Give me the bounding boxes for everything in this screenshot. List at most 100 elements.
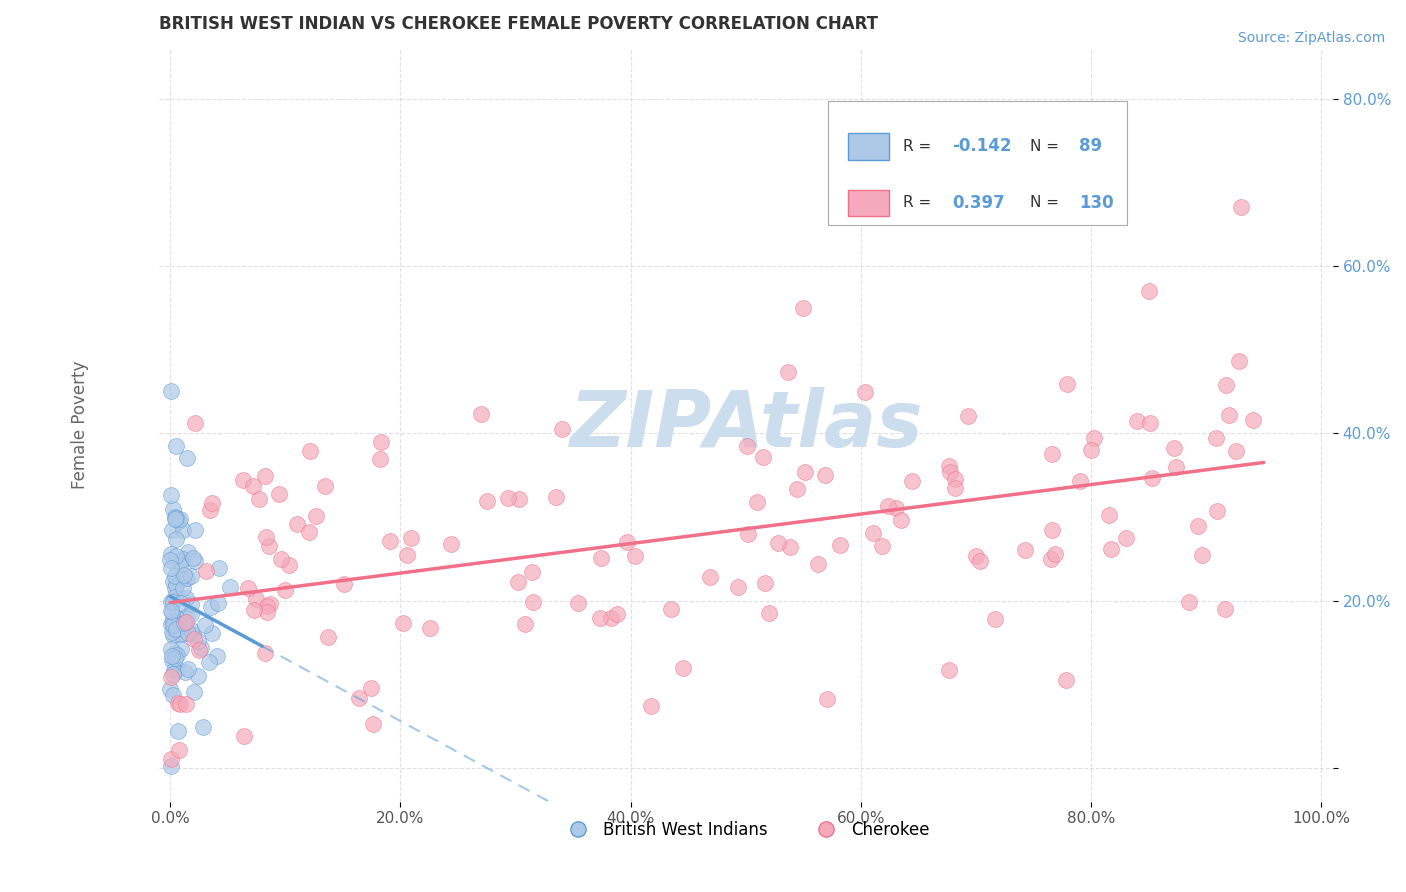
Point — [162, 574, 184, 588]
Point — [165, 439, 187, 453]
FancyBboxPatch shape — [828, 101, 1128, 226]
Point — [256, 530, 278, 544]
Text: 130: 130 — [1080, 194, 1114, 211]
Point — [163, 663, 186, 677]
Text: ZIPAtlas: ZIPAtlas — [569, 387, 922, 463]
Point — [159, 752, 181, 766]
Point — [219, 580, 242, 594]
Point — [396, 548, 419, 562]
Point — [172, 617, 194, 632]
Point — [939, 465, 962, 479]
Point — [162, 613, 184, 627]
Point — [270, 551, 292, 566]
Text: BRITISH WEST INDIAN VS CHEROKEE FEMALE POVERTY CORRELATION CHART: BRITISH WEST INDIAN VS CHEROKEE FEMALE P… — [159, 15, 877, 33]
Point — [167, 724, 190, 739]
Point — [793, 465, 815, 479]
Point — [165, 591, 187, 605]
Point — [236, 582, 259, 596]
Point — [256, 599, 278, 613]
Point — [544, 490, 567, 504]
Point — [758, 606, 780, 620]
Point — [616, 534, 638, 549]
Point — [162, 594, 184, 608]
Point — [174, 591, 197, 605]
Point — [349, 691, 371, 706]
Point — [1040, 447, 1063, 461]
Point — [1229, 201, 1251, 215]
Point — [1115, 531, 1137, 545]
Point — [1205, 431, 1227, 445]
Point — [368, 451, 391, 466]
Point — [162, 595, 184, 609]
Point — [165, 512, 187, 526]
Point — [969, 554, 991, 568]
Text: R =: R = — [903, 139, 936, 153]
Point — [392, 616, 415, 631]
Point — [776, 365, 799, 379]
Point — [1206, 504, 1229, 518]
Point — [187, 634, 209, 648]
Point — [172, 581, 194, 595]
Point — [1040, 523, 1063, 537]
Point — [786, 482, 808, 496]
Point — [1054, 673, 1077, 688]
Point — [184, 416, 207, 430]
Point — [957, 409, 980, 423]
Point — [201, 496, 224, 510]
Point — [259, 597, 281, 611]
Point — [314, 479, 336, 493]
Point — [815, 692, 838, 706]
Point — [513, 617, 536, 632]
Point — [160, 488, 183, 502]
Point — [160, 649, 183, 664]
Point — [1164, 460, 1187, 475]
Point — [172, 571, 194, 585]
Point — [1241, 413, 1264, 427]
Point — [727, 580, 749, 594]
Point — [498, 491, 520, 506]
Point — [181, 551, 204, 566]
Point — [900, 474, 922, 488]
Y-axis label: Female Poverty: Female Poverty — [72, 361, 89, 489]
Point — [166, 662, 188, 676]
Text: R =: R = — [903, 195, 936, 211]
Point — [640, 699, 662, 714]
Point — [163, 510, 186, 524]
Point — [160, 604, 183, 618]
Point — [172, 523, 194, 537]
Point — [160, 759, 183, 773]
Point — [1098, 508, 1121, 522]
Point — [170, 596, 193, 610]
Point — [200, 599, 222, 614]
Point — [166, 648, 188, 662]
Point — [943, 481, 966, 495]
Text: Source: ZipAtlas.com: Source: ZipAtlas.com — [1237, 31, 1385, 45]
Point — [232, 473, 254, 487]
Point — [370, 434, 392, 449]
Point — [399, 531, 422, 545]
Point — [1069, 474, 1091, 488]
Point — [160, 605, 183, 619]
Point — [181, 626, 204, 640]
Point — [1083, 431, 1105, 445]
Point — [699, 570, 721, 584]
FancyBboxPatch shape — [848, 133, 889, 160]
Point — [169, 558, 191, 573]
Point — [378, 533, 401, 548]
Point — [162, 625, 184, 640]
Point — [165, 646, 187, 660]
Point — [659, 602, 682, 616]
Point — [166, 578, 188, 592]
Point — [278, 558, 301, 573]
Point — [551, 421, 574, 435]
Point — [606, 607, 628, 621]
Point — [256, 605, 278, 619]
Point — [169, 627, 191, 641]
Point — [198, 503, 221, 517]
Point — [180, 624, 202, 638]
Point — [253, 468, 276, 483]
Point — [195, 564, 218, 578]
Point — [520, 565, 543, 579]
Point — [766, 536, 789, 550]
Point — [305, 509, 328, 524]
